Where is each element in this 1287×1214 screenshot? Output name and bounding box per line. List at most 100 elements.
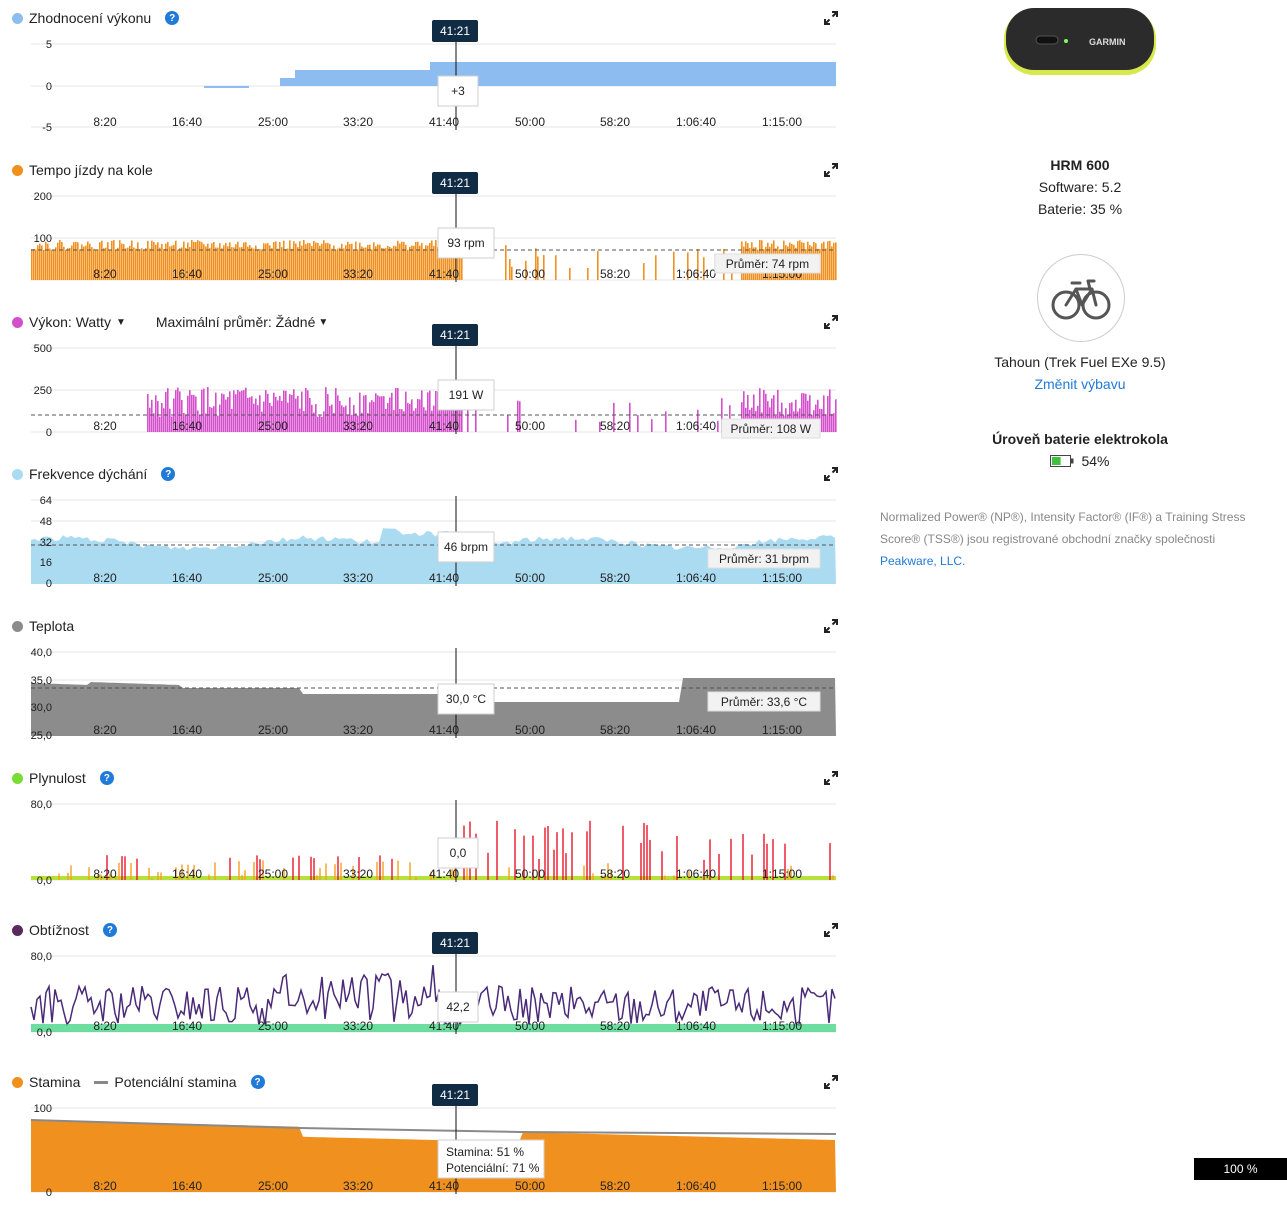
trademark-note: Normalized Power® (NP®), Intensity Facto… — [880, 506, 1265, 572]
chart-panel-p7: Obtížnost? 80,0 0,0 8:20 16:40 25:00 33:20 41:4… — [0, 912, 845, 1062]
x-tick-label: 8:20 — [93, 115, 117, 129]
peakware-link[interactable]: Peakware, LLC. — [880, 554, 966, 568]
x-tick-label: 16:40 — [172, 267, 202, 281]
y-tick-label: 200 — [34, 191, 52, 203]
help-icon[interactable]: ? — [161, 467, 176, 481]
x-tick-label: 33:20 — [343, 115, 373, 129]
ebike-battery-title: Úroveň baterie elektrokola — [992, 431, 1168, 447]
series-color-dot — [12, 164, 23, 176]
expand-icon[interactable] — [824, 467, 838, 481]
x-tick-label: 50:00 — [515, 115, 545, 129]
x-tick-label: 1:06:40 — [676, 267, 716, 281]
y-tick-label: 40,0 — [31, 647, 52, 659]
chart-title-row: Výkon: Watty ▼ Maximální průměr: Žádné ▼ — [12, 313, 328, 331]
change-gear-link[interactable]: Změnit výbavu — [1034, 376, 1126, 392]
help-icon[interactable]: ? — [99, 771, 114, 785]
expand-icon[interactable] — [824, 619, 838, 633]
x-tick-label: 50:00 — [515, 419, 545, 433]
svg-text:Průměr: 31 brpm: Průměr: 31 brpm — [719, 552, 809, 566]
expand-icon[interactable] — [824, 11, 838, 25]
device-software: Software: 5.2 — [1038, 179, 1122, 195]
value-tooltip: 46 brpm — [437, 531, 495, 563]
x-tick-label: 41:40 — [429, 267, 459, 281]
value-tooltip: 42,2 — [437, 991, 479, 1023]
chart-panel-p6: Plynulost? 80,0 0,0 8:20 16:40 25:00 33:20 41:4… — [0, 760, 845, 910]
y-tick-label: 0 — [46, 427, 52, 439]
x-tick-label: 8:20 — [93, 1019, 117, 1033]
chart-panel-p1: Zhodnocení výkonu? 5 0 -5 8:20 16:40 25:00 33:2… — [0, 0, 845, 150]
chevron-down-icon[interactable]: ▼ — [115, 316, 126, 328]
x-tick-label: 58:20 — [600, 723, 630, 737]
cursor-time: 41:21 — [440, 1088, 470, 1102]
series-line — [30, 965, 836, 1027]
chart-title: Obtížnost — [29, 922, 89, 938]
expand-icon[interactable] — [824, 315, 838, 329]
x-tick-label: 1:06:40 — [676, 1019, 716, 1033]
x-tick-label: 8:20 — [93, 419, 117, 433]
series-color-dot — [12, 316, 23, 328]
x-tick-label: 16:40 — [172, 1179, 202, 1193]
chart-plot[interactable]: 100 0 8:20 16:40 25:00 33:20 41:40 50:00 58:20 1:… — [0, 1064, 845, 1214]
chart-plot[interactable]: 40,0 35,0 30,0 25,0 8:20 16:40 25:00 33:20 41:40… — [0, 608, 845, 758]
chart-title-row: Obtížnost? — [12, 921, 117, 939]
series-area — [31, 1120, 836, 1192]
series-color-dot — [12, 620, 23, 632]
y-tick-label: 16 — [40, 557, 52, 569]
max-average-dropdown[interactable]: Maximální průměr: Žádné — [155, 314, 316, 330]
x-tick-label: 1:06:40 — [676, 419, 716, 433]
x-tick-label: 8:20 — [93, 1179, 117, 1193]
chart-plot[interactable]: 5 0 -5 8:20 16:40 25:00 33:20 41:40 50:00 58:20 1:… — [0, 0, 845, 150]
chevron-down-icon[interactable]: ▼ — [318, 316, 329, 328]
chart-title-row: Tempo jízdy na kole — [12, 161, 153, 179]
chart-plot[interactable]: 64 48 32 16 0 8:20 16:40 25:00 33:20 41:40 50:00 58… — [0, 456, 845, 606]
x-tick-label: 41:40 — [429, 571, 459, 585]
x-tick-label: 1:06:40 — [676, 867, 716, 881]
chart-plot[interactable]: 200 100 8:20 16:40 25:00 33:20 41:40 50:00 58:20… — [0, 152, 845, 302]
svg-text:93 rpm: 93 rpm — [447, 236, 484, 250]
chart-plot[interactable]: 500 250 0 8:20 16:40 25:00 33:20 41:40 50:00 58:2… — [0, 304, 845, 454]
zoom-indicator: 100 % — [1194, 1158, 1287, 1180]
series-color-dot — [12, 924, 23, 936]
expand-icon[interactable] — [824, 1075, 838, 1089]
svg-text:Průměr: 74 rpm: Průměr: 74 rpm — [726, 257, 809, 271]
value-tooltip: 191 W — [437, 379, 495, 411]
series-color-dot — [12, 772, 23, 784]
device-image: GARMIN — [1004, 8, 1156, 76]
x-tick-label: 33:20 — [343, 867, 373, 881]
chart-panel-p5: Teplota 40,0 35,0 30,0 25,0 8:20 16:40 25:00 33:… — [0, 608, 845, 758]
chart-title: Stamina — [29, 1074, 81, 1090]
chart-plot[interactable]: 80,00,0 8:20 16:40 25:00 33:20 41:40 50:00 58:2… — [0, 912, 845, 1062]
chart-title: Teplota — [29, 618, 75, 634]
y-tick-label: 0 — [46, 81, 52, 93]
x-tick-label: 41:40 — [429, 723, 459, 737]
help-icon[interactable]: ? — [165, 11, 180, 25]
y-tick-label: 250 — [34, 385, 52, 397]
y-tick-label: 5 — [46, 39, 52, 51]
x-tick-label: 33:20 — [343, 419, 373, 433]
chart-plot[interactable]: 80,00,0 8:20 16:40 25:00 33:20 41:40 50:00 58:2… — [0, 760, 845, 910]
chart-panel-p3: Výkon: Watty ▼ Maximální průměr: Žádné ▼ 500… — [0, 304, 845, 454]
x-tick-label: 16:40 — [172, 723, 202, 737]
chart-title: Zhodnocení výkonu — [29, 10, 152, 26]
help-icon[interactable]: ? — [250, 1075, 265, 1089]
series-area — [31, 528, 836, 584]
x-tick-label: 33:20 — [343, 267, 373, 281]
device-battery: Baterie: 35 % — [1037, 201, 1123, 217]
cursor-time-badge: 41:21 — [432, 172, 478, 194]
series-color-dot — [12, 12, 23, 24]
chart-title[interactable]: Výkon: Watty — [29, 314, 111, 330]
legend-potential-stamina: Potenciální stamina — [114, 1074, 237, 1090]
svg-text:42,2: 42,2 — [446, 1000, 470, 1014]
y-tick-label: 35,0 — [31, 675, 52, 687]
cursor-time: 41:21 — [440, 936, 470, 950]
expand-icon[interactable] — [824, 923, 838, 937]
y-tick-label: 48 — [40, 516, 52, 528]
expand-icon[interactable] — [824, 163, 838, 177]
y-tick-label: 32 — [40, 537, 52, 549]
help-icon[interactable]: ? — [102, 923, 117, 937]
legend-line-swatch — [94, 1080, 109, 1084]
x-tick-label: 1:06:40 — [676, 723, 716, 737]
expand-icon[interactable] — [824, 771, 838, 785]
chart-panel-p2: Tempo jízdy na kole 200 100 8:20 16:40 25:00 3… — [0, 152, 845, 302]
cursor-time-badge: 41:21 — [432, 20, 478, 42]
